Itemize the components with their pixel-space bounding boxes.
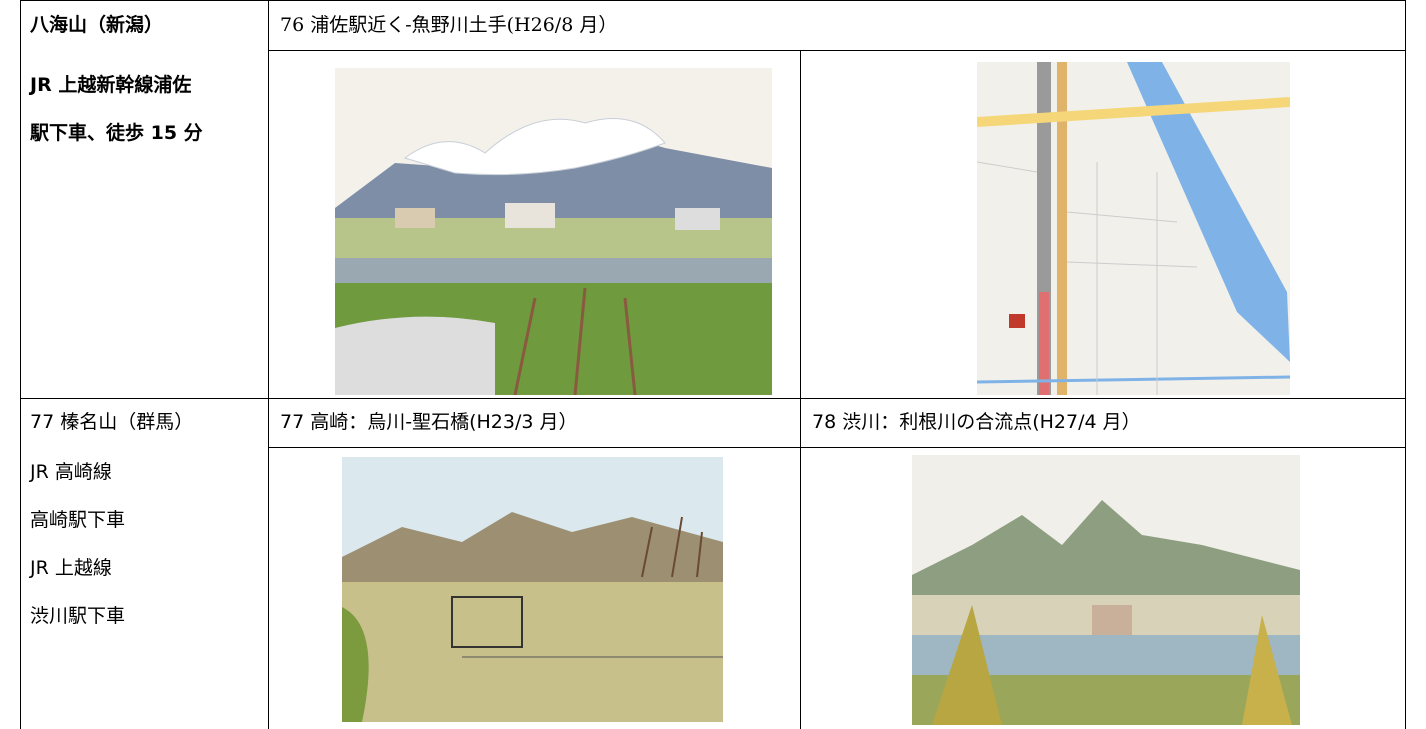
access: JR 上越線 — [30, 557, 112, 579]
painting — [335, 68, 772, 395]
access: 駅下車、徒歩 15 分 — [30, 122, 203, 144]
painting — [912, 455, 1300, 725]
border — [20, 0, 1406, 1]
border — [800, 50, 801, 729]
mountain: 77 榛名山（群馬） — [30, 411, 194, 433]
border — [268, 0, 269, 729]
access: JR 上越新幹線浦佐 — [30, 74, 192, 96]
border — [268, 50, 1406, 51]
border — [20, 398, 1406, 399]
caption: 78 渋川：利根川の合流点(H27/4 月） — [812, 411, 1141, 433]
access: 高崎駅下車 — [30, 509, 126, 531]
painting — [342, 457, 723, 722]
border — [268, 447, 1406, 448]
map — [977, 62, 1290, 395]
access: JR 高崎線 — [30, 461, 112, 483]
access: 渋川駅下車 — [30, 605, 126, 627]
border — [20, 0, 21, 729]
caption: 77 高崎：烏川‐聖石橋(H23/3 月） — [280, 411, 578, 433]
caption: 76 浦佐駅近く‐魚野川土手(H26/8 月） — [280, 14, 618, 36]
mountain: 八海山（新潟） — [30, 14, 164, 36]
border — [1405, 0, 1406, 729]
